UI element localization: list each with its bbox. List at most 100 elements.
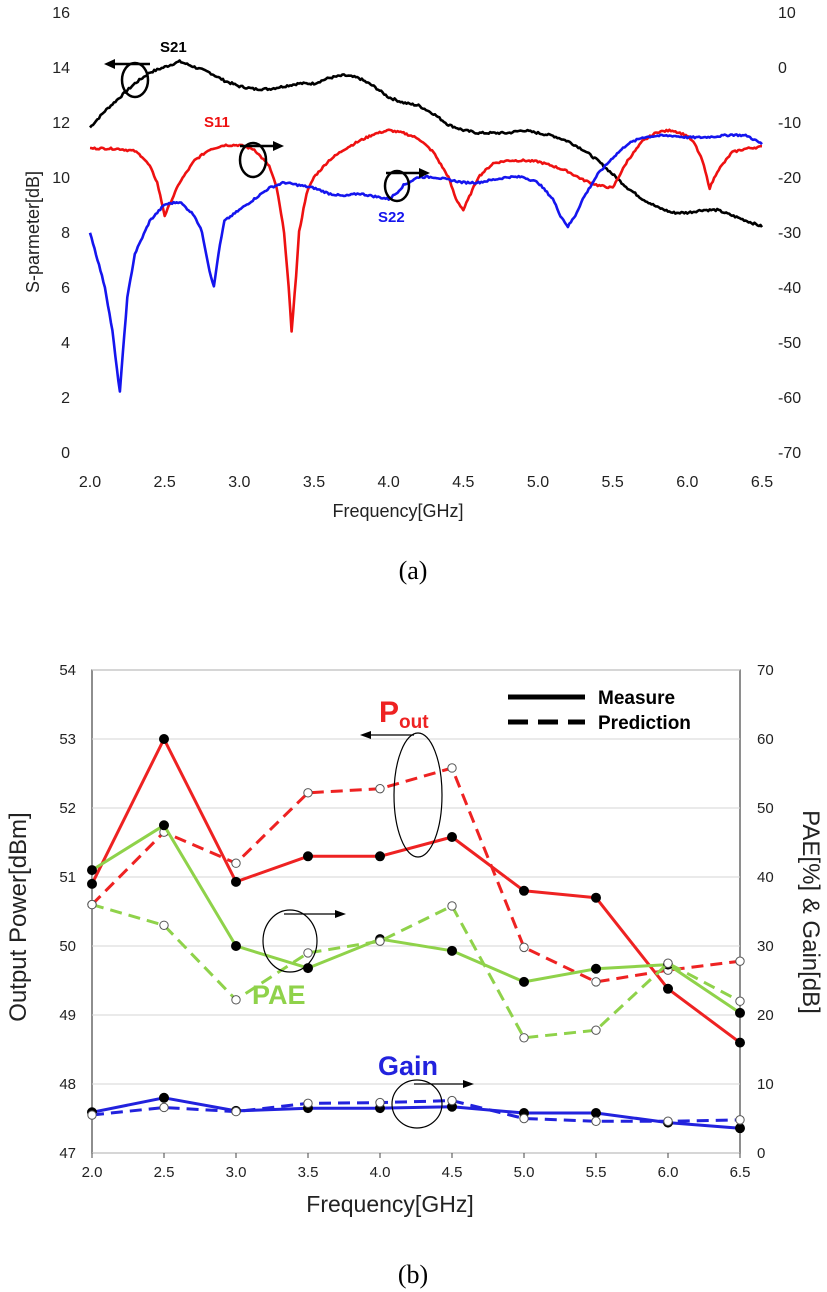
chart-b-y-tick-left: 53 [59,731,76,748]
chart-a-y-tick-left: 2 [61,390,70,407]
chart-a-x-tick: 6.0 [676,474,698,491]
s21-axis-pointer [104,59,150,99]
chart-a-y-tick-left: 10 [52,170,70,187]
data-point-gain-measure [735,1123,745,1134]
chart-a-ticks: 2.0 2.5 3.0 3.5 4.0 4.5 5.0 5.5 6.0 6.5 0 2 4 6 8 10 12 1… [52,5,801,491]
data-point-pout-prediction [591,977,601,987]
series-line-s11 [89,128,763,333]
chart-a-y-tick-right: 0 [778,60,787,77]
data-point-pae-prediction [159,920,169,930]
s22-axis-pointer [383,168,430,203]
data-point-gain-prediction [447,1095,457,1106]
data-point-pae-measure [591,963,601,974]
s22-label: S22 [378,209,405,226]
data-point-pae-measure [519,976,529,987]
chart-a-x-tick: 5.5 [602,474,624,491]
data-point-pout-prediction [231,858,241,868]
chart-b-y-tick-right: 70 [757,662,774,679]
chart-a-y-tick-left: 8 [61,225,70,242]
chart-a-x-tick: 3.0 [228,474,250,491]
chart-b-xlabel: Frequency[GHz] [306,1191,473,1217]
chart-b-y-tick-right: 0 [757,1145,765,1162]
gain-label: Gain [378,1051,438,1081]
chart-a-y-tick-left: 0 [61,445,70,462]
chart-b-x-tick: 4.5 [442,1164,463,1181]
pout-label: Pout [379,696,429,733]
data-point-pout-measure [375,851,385,862]
chart-b-x-tick: 5.5 [586,1164,607,1181]
pae-label: PAE [252,980,306,1010]
data-point-gain-prediction [375,1097,385,1108]
series-line-pae-prediction [91,903,741,1040]
data-point-pout-measure [663,983,673,994]
s11-label: S11 [204,114,230,131]
data-point-gain-prediction [231,1106,241,1117]
data-point-pae-prediction [231,995,241,1005]
series-line-pae-measure [91,823,741,1015]
data-point-pae-measure [87,865,97,876]
data-point-pout-measure [159,734,169,744]
legend-prediction-label: Prediction [598,713,691,734]
data-point-gain-prediction [87,1110,97,1120]
data-point-pae-prediction [375,936,385,946]
chart-b-ylabel-right: PAE[%] & Gain[dB] [797,810,824,1014]
data-point-gain-prediction [159,1102,169,1113]
chart-a-xlabel: Frequency[GHz] [332,501,463,521]
chart-b-x-tick: 5.0 [514,1164,535,1181]
chart-a-y-tick-right: -30 [778,225,801,242]
chart-a-x-tick: 4.0 [378,474,400,491]
series-line-s22 [88,133,763,393]
chart-a-y-tick-right: -60 [778,390,801,407]
data-point-pout-prediction [735,956,745,966]
chart-b-y-tick-left: 54 [59,662,76,679]
data-point-pae-prediction [519,1033,529,1043]
chart-b-x-tick: 6.0 [658,1164,679,1181]
data-point-pout-measure [87,878,97,889]
chart-a-y-tick-left: 14 [52,60,70,77]
pout-label-sub: out [399,712,429,733]
data-point-pout-measure [447,831,457,842]
data-point-pout-measure [231,876,241,887]
chart-a: 2.0 2.5 3.0 3.5 4.0 4.5 5.0 5.5 6.0 6.5 0 2 4 6 8 10 12 1… [23,5,801,521]
chart-b-lines [87,734,745,1134]
chart-b-y-tick-left: 49 [59,1007,76,1024]
chart-b-y-tick-left: 48 [59,1076,76,1093]
data-point-pae-prediction [735,996,745,1006]
s21-label: S21 [160,39,187,56]
data-point-pout-prediction [303,788,313,798]
data-point-gain-measure [159,1092,169,1103]
chart-a-x-tick: 6.5 [751,474,773,491]
series-line-pout-measure [90,737,741,1044]
chart-a-lines [88,59,764,393]
data-point-gain-prediction [519,1113,529,1124]
chart-a-x-tick: 2.0 [79,474,101,491]
chart-a-y-tick-left: 4 [61,335,70,352]
chart-a-x-tick: 4.5 [452,474,474,491]
chart-a-ylabel: S-parmeter[dB] [23,171,43,293]
chart-b: 2.0 2.5 3.0 3.5 4.0 4.5 5.0 5.5 6.0 6.5 47 48 49 50 51… [5,662,824,1217]
data-point-pout-measure [303,851,313,862]
data-point-pae-prediction [87,899,97,910]
series-line-pout-prediction [90,766,741,984]
data-point-gain-prediction [663,1116,673,1126]
chart-a-y-tick-right: 10 [778,5,796,22]
data-point-gain-prediction [735,1115,745,1125]
chart-b-y-tick-left: 50 [59,938,76,955]
chart-a-y-tick-left: 16 [52,5,70,22]
caption-b: (b) [398,1260,428,1289]
chart-b-y-tick-right: 50 [757,800,774,817]
chart-b-x-tick: 4.0 [370,1164,391,1181]
chart-a-y-tick-left: 6 [61,280,70,297]
pout-axis-pointer [360,731,443,858]
chart-b-ylabel-left: Output Power[dBm] [5,812,32,1021]
data-point-gain-measure [591,1107,601,1118]
pout-label-main: P [379,696,399,729]
data-point-pae-prediction [591,1025,601,1035]
data-point-pae-measure [735,1007,745,1018]
chart-b-y-tick-left: 51 [59,869,76,886]
s11-axis-pointer [238,141,284,179]
chart-b-y-tick-left: 52 [59,800,76,817]
chart-a-y-tick-right: -10 [778,115,801,132]
chart-b-legend: Measure Prediction [508,688,691,734]
